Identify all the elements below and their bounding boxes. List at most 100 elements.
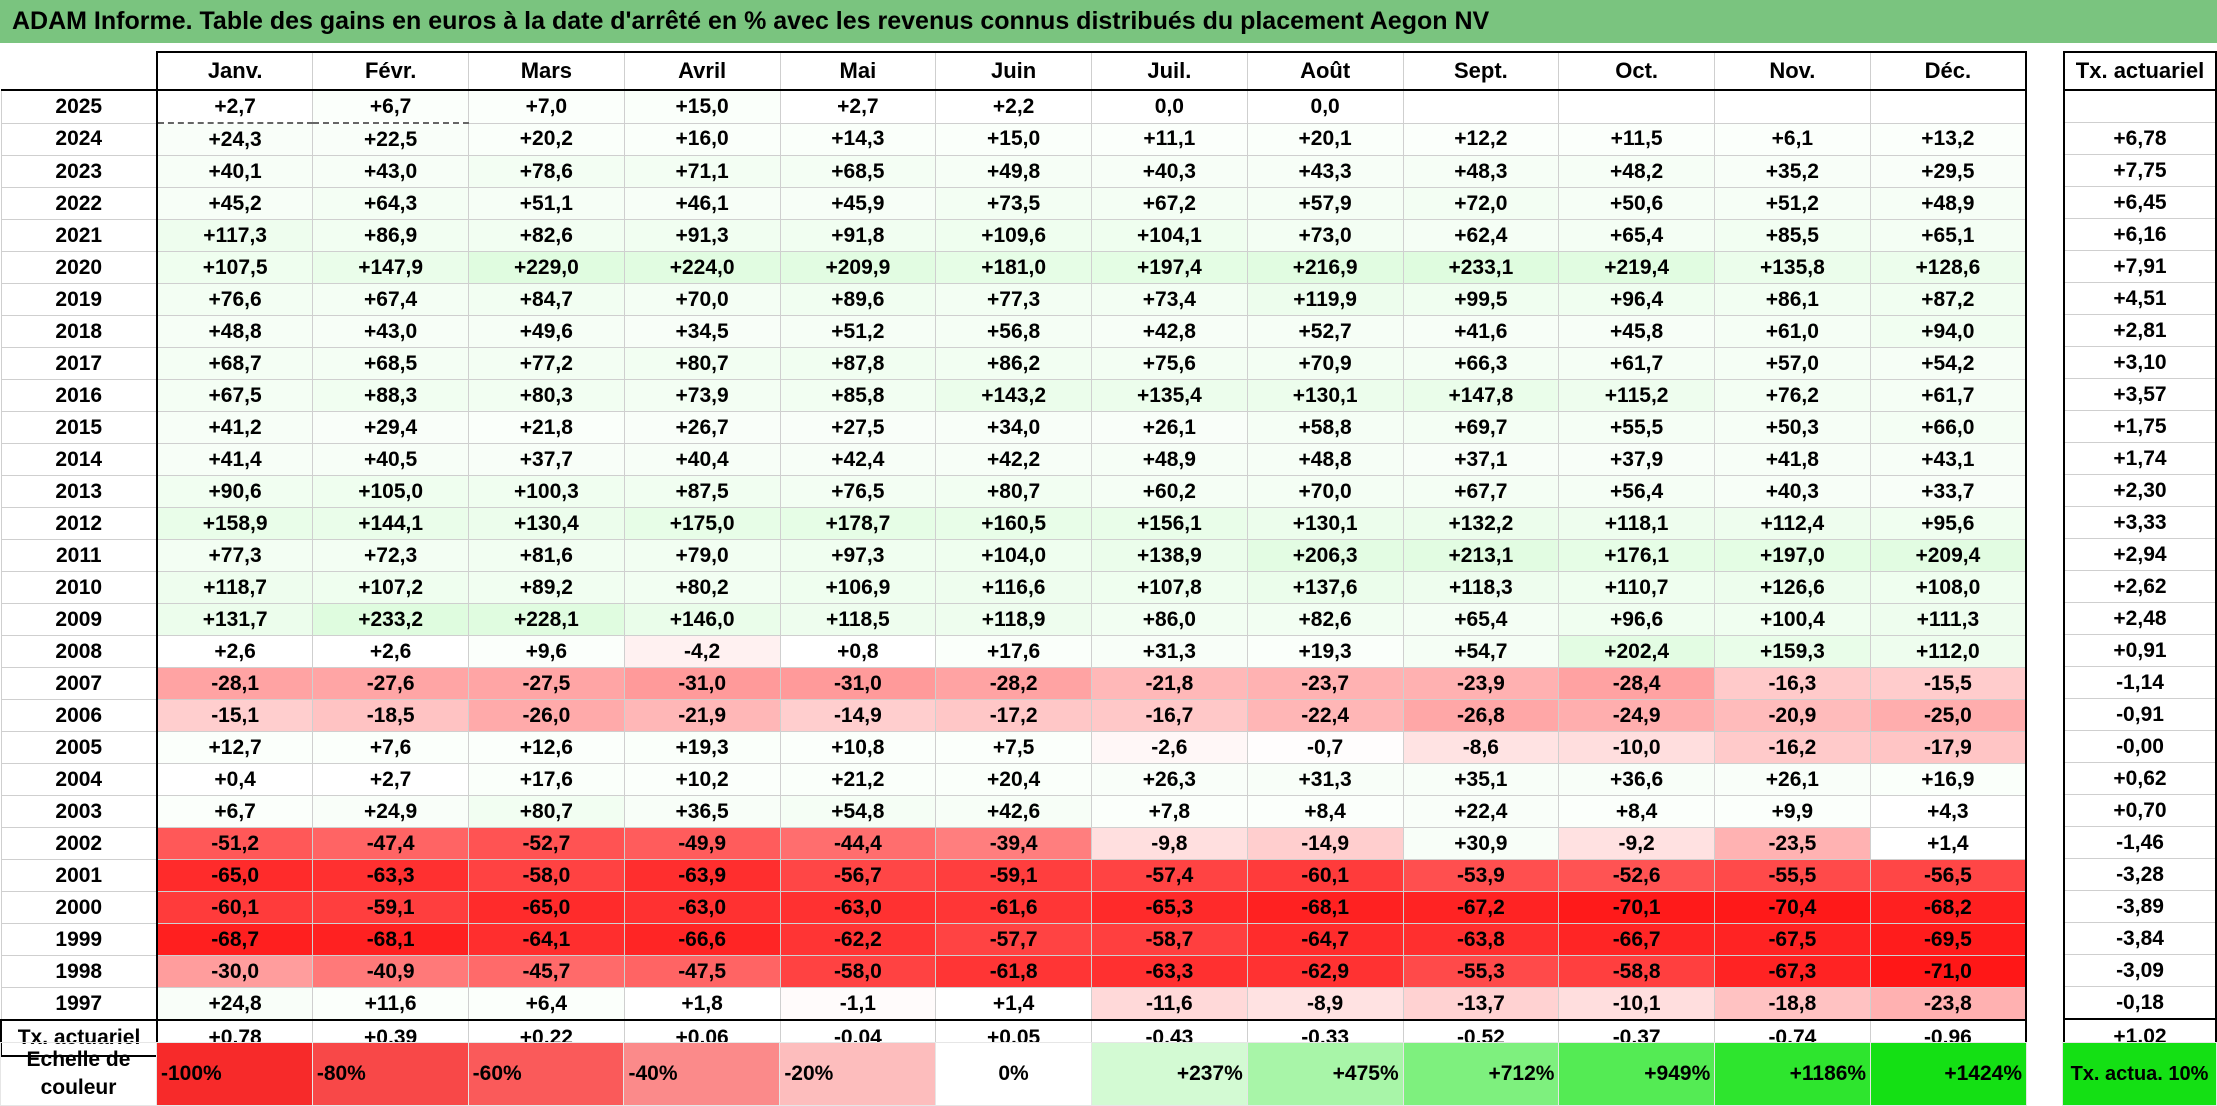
gain-cell: +96,4 [1558, 283, 1715, 316]
gain-cell [1714, 89, 1871, 124]
gain-cell: +118,9 [935, 603, 1092, 636]
gain-cell: +24,8 [156, 987, 314, 1021]
tx-row: -3,84 [2063, 922, 2217, 955]
gain-cell: +42,6 [935, 795, 1092, 828]
gain-cell: +57,9 [1246, 187, 1404, 220]
color-scale-legend: Echelle de couleur -100% -80% -60% -40% -20% 0… [0, 1042, 2217, 1106]
gain-cell: -13,7 [1402, 987, 1560, 1021]
gain-cell: +107,5 [156, 251, 314, 284]
tx-row: +0,62 [2063, 762, 2217, 795]
gain-cell: -28,4 [1558, 667, 1715, 700]
gain-cell: +21,8 [468, 411, 625, 444]
tx-header: Tx. actuariel [2063, 51, 2217, 91]
gain-cell: +107,2 [312, 571, 469, 604]
gain-cell: +86,0 [1091, 603, 1248, 636]
tx-cell: +2,94 [2063, 538, 2217, 571]
gain-cell: +12,7 [156, 731, 314, 764]
gain-cell: +77,3 [156, 539, 314, 572]
gain-cell: +68,5 [312, 347, 469, 380]
gain-cell: +42,4 [779, 443, 937, 476]
tx-cell: +7,91 [2063, 250, 2217, 283]
gain-cell: -11,6 [1091, 987, 1248, 1021]
tx-cell: -1,14 [2063, 666, 2217, 699]
gains-table: Janv. Févr. Mars Avril Mai Juin Juil. Août Sept.… [0, 51, 2027, 1057]
tx-cell: +2,62 [2063, 570, 2217, 603]
gain-cell: -23,9 [1402, 667, 1560, 700]
gain-cell: +35,2 [1714, 155, 1871, 188]
gain-cell: +135,4 [1091, 379, 1248, 412]
gain-cell: -55,5 [1714, 859, 1871, 892]
gain-cell: +66,0 [1869, 411, 2027, 444]
table-row: 2004 +0,4 +2,7 +17,6 +10,2 +21,2 +20,4 +26,3 +31… [0, 763, 2027, 796]
gain-cell: -70,1 [1558, 891, 1715, 924]
tx-cell: +6,16 [2063, 218, 2217, 251]
table-row: 2002 -51,2 -47,4 -52,7 -49,9 -44,4 -39,4 -9,8 -1… [0, 827, 2027, 860]
gain-cell: +12,6 [468, 731, 625, 764]
tx-row: +6,45 [2063, 186, 2217, 219]
gain-cell: +86,1 [1714, 283, 1871, 316]
gain-cell: -66,6 [623, 923, 781, 956]
gain-cell: -17,2 [935, 699, 1092, 732]
table-row: 1999 -68,7 -68,1 -64,1 -66,6 -62,2 -57,7 -58,7-… [0, 923, 2027, 956]
table-row: 2000 -60,1 -59,1 -65,0 -63,0 -63,0 -61,6 -65,3-… [0, 891, 2027, 924]
gain-cell: +0,8 [779, 635, 937, 668]
gain-cell: +48,9 [1091, 443, 1248, 476]
table-row: 1997 +24,8 +11,6 +6,4 +1,8 -1,1 +1,4 -11,6 -8,9-… [0, 987, 2027, 1021]
gain-cell: -28,1 [156, 667, 314, 700]
table-row: 2015 +41,2 +29,4 +21,8 +26,7 +27,5 +34,0 +26,1 +… [0, 411, 2027, 444]
gain-cell: +48,9 [1869, 187, 2027, 220]
gain-cell: -9,2 [1558, 827, 1715, 860]
gain-cell: +156,1 [1091, 507, 1248, 540]
table-row: 2022 +45,2 +64,3 +51,1 +46,1 +45,9 +73,5 +67,2 +… [0, 187, 2027, 220]
tx-cell: +6,78 [2063, 122, 2217, 155]
tx-row: +3,57 [2063, 378, 2217, 411]
scale-swatch: -20% [779, 1042, 937, 1106]
gain-cell: +81,6 [468, 539, 625, 572]
gain-cell: +112,0 [1869, 635, 2027, 668]
gain-cell: +46,1 [623, 187, 781, 220]
gain-cell: +107,8 [1091, 571, 1248, 604]
gain-cell: +56,8 [935, 315, 1092, 348]
gain-cell: -56,7 [779, 859, 937, 892]
gain-cell: +6,1 [1714, 122, 1871, 156]
tx-cell: +1,75 [2063, 410, 2217, 443]
table-row: 2007 -28,1 -27,6 -27,5 -31,0 -31,0 -28,2 -21,8-… [0, 667, 2027, 700]
gain-cell: +8,4 [1558, 795, 1715, 828]
gain-cell: +130,1 [1246, 379, 1404, 412]
scale-swatch: +237% [1090, 1042, 1248, 1106]
tx-row: -3,28 [2063, 858, 2217, 891]
gain-cell: -21,8 [1091, 667, 1248, 700]
gain-cell: +95,6 [1869, 507, 2027, 540]
gain-cell: -15,1 [156, 699, 314, 732]
tx-cell: +3,10 [2063, 346, 2217, 379]
month-header: Juil. [1091, 51, 1248, 91]
year-cell: 2003 [0, 795, 158, 828]
month-header: Oct. [1558, 51, 1715, 91]
gain-cell: +96,6 [1558, 603, 1715, 636]
gain-cell: -68,1 [312, 923, 469, 956]
gain-cell: +88,3 [312, 379, 469, 412]
tx-row: -1,46 [2063, 826, 2217, 859]
year-cell: 2015 [0, 411, 158, 444]
gain-cell: +2,7 [312, 763, 469, 796]
gain-cell: +91,3 [623, 219, 781, 252]
gain-cell: +181,0 [935, 251, 1092, 284]
gain-cell: +0,4 [156, 763, 314, 796]
gain-cell: -67,5 [1714, 923, 1871, 956]
scale-swatch: +1424% [1870, 1042, 2027, 1106]
year-cell: 2008 [0, 635, 158, 668]
gain-cell: +51,2 [779, 315, 937, 348]
gain-cell: +37,9 [1558, 443, 1715, 476]
gain-cell: +67,4 [312, 283, 469, 316]
gain-cell: +43,0 [312, 315, 469, 348]
gain-cell: -59,1 [312, 891, 469, 924]
gain-cell: -30,0 [156, 955, 314, 988]
table-row: 2014 +41,4 +40,5 +37,7 +40,4 +42,4 +42,2 +48,9 +… [0, 443, 2027, 476]
gain-cell: -23,5 [1714, 827, 1871, 860]
gain-cell: +8,4 [1246, 795, 1404, 828]
year-cell: 2014 [0, 443, 158, 476]
gain-cell: +66,3 [1402, 347, 1560, 380]
gain-cell: +119,9 [1246, 283, 1404, 316]
gain-cell: +26,3 [1091, 763, 1248, 796]
year-cell: 2013 [0, 475, 158, 508]
